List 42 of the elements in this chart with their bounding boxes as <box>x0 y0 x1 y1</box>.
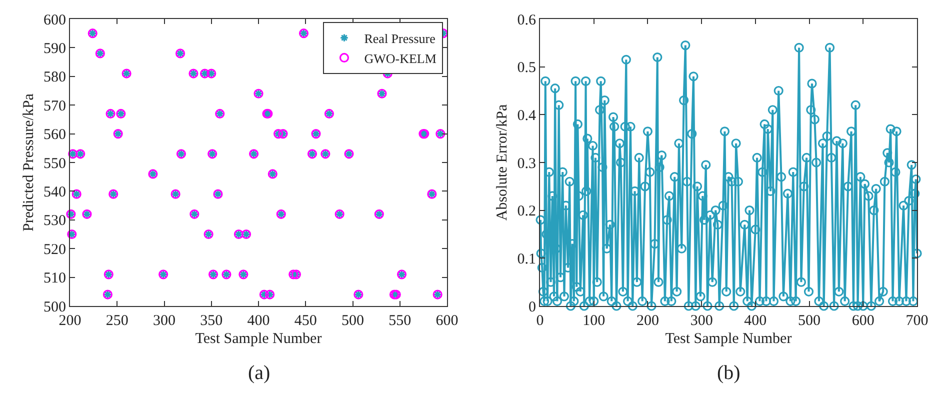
y-tick-label: 0 <box>528 299 536 316</box>
y-tick-label: 0.6 <box>517 12 536 28</box>
x-tick-label: 500 <box>798 313 821 329</box>
x-tick-label: 400 <box>744 313 767 329</box>
x-tick-label: 600 <box>852 313 874 329</box>
y-tick-label: 570 <box>44 98 66 114</box>
x-tick-label: 100 <box>582 313 606 329</box>
x-tick-label: 500 <box>342 313 364 329</box>
y-tick-label: 0.1 <box>517 251 536 268</box>
x-tick-label: 700 <box>906 313 928 329</box>
x-tick-label: 400 <box>247 313 270 329</box>
y-tick-label: 0.4 <box>517 108 536 124</box>
y-tick-label: 540 <box>44 184 66 200</box>
y-tick-label: 510 <box>44 270 66 287</box>
x-axis-title: Test Sample Number <box>195 331 322 347</box>
x-tick-label: 550 <box>388 313 412 329</box>
y-tick-label: 550 <box>44 156 66 172</box>
y-tick-label: 530 <box>44 213 66 230</box>
y-tick-label: 600 <box>44 12 66 28</box>
y-tick-label: 500 <box>44 299 66 316</box>
y-tick-label: 580 <box>44 70 66 86</box>
y-tick-label: 0.3 <box>517 156 536 172</box>
y-axis-title: Absolute Error/kPa <box>494 104 510 221</box>
y-tick-label: 560 <box>44 127 66 144</box>
x-tick-label: 600 <box>436 313 458 329</box>
x-tick-label: 200 <box>636 313 659 329</box>
y-tick-label: 0.5 <box>517 60 536 76</box>
legend-label: Real Pressure <box>364 30 436 46</box>
x-axis-title: Test Sample Number <box>665 331 792 347</box>
y-tick-label: 590 <box>44 40 66 57</box>
x-tick-label: 250 <box>106 313 128 329</box>
text: (b) <box>717 362 740 384</box>
x-tick-label: 350 <box>200 313 223 329</box>
text: (a) <box>248 362 270 384</box>
y-tick-label: 520 <box>44 242 66 258</box>
x-tick-label: 200 <box>58 313 82 329</box>
legend-label: GWO-KELM <box>364 50 437 66</box>
x-tick-label: 300 <box>690 313 713 329</box>
y-tick-label: 0.2 <box>517 204 536 220</box>
y-axis-title: Predicted Pressure/kPa <box>20 93 37 232</box>
x-tick-label: 300 <box>153 313 176 329</box>
x-tick-label: 450 <box>294 313 317 329</box>
